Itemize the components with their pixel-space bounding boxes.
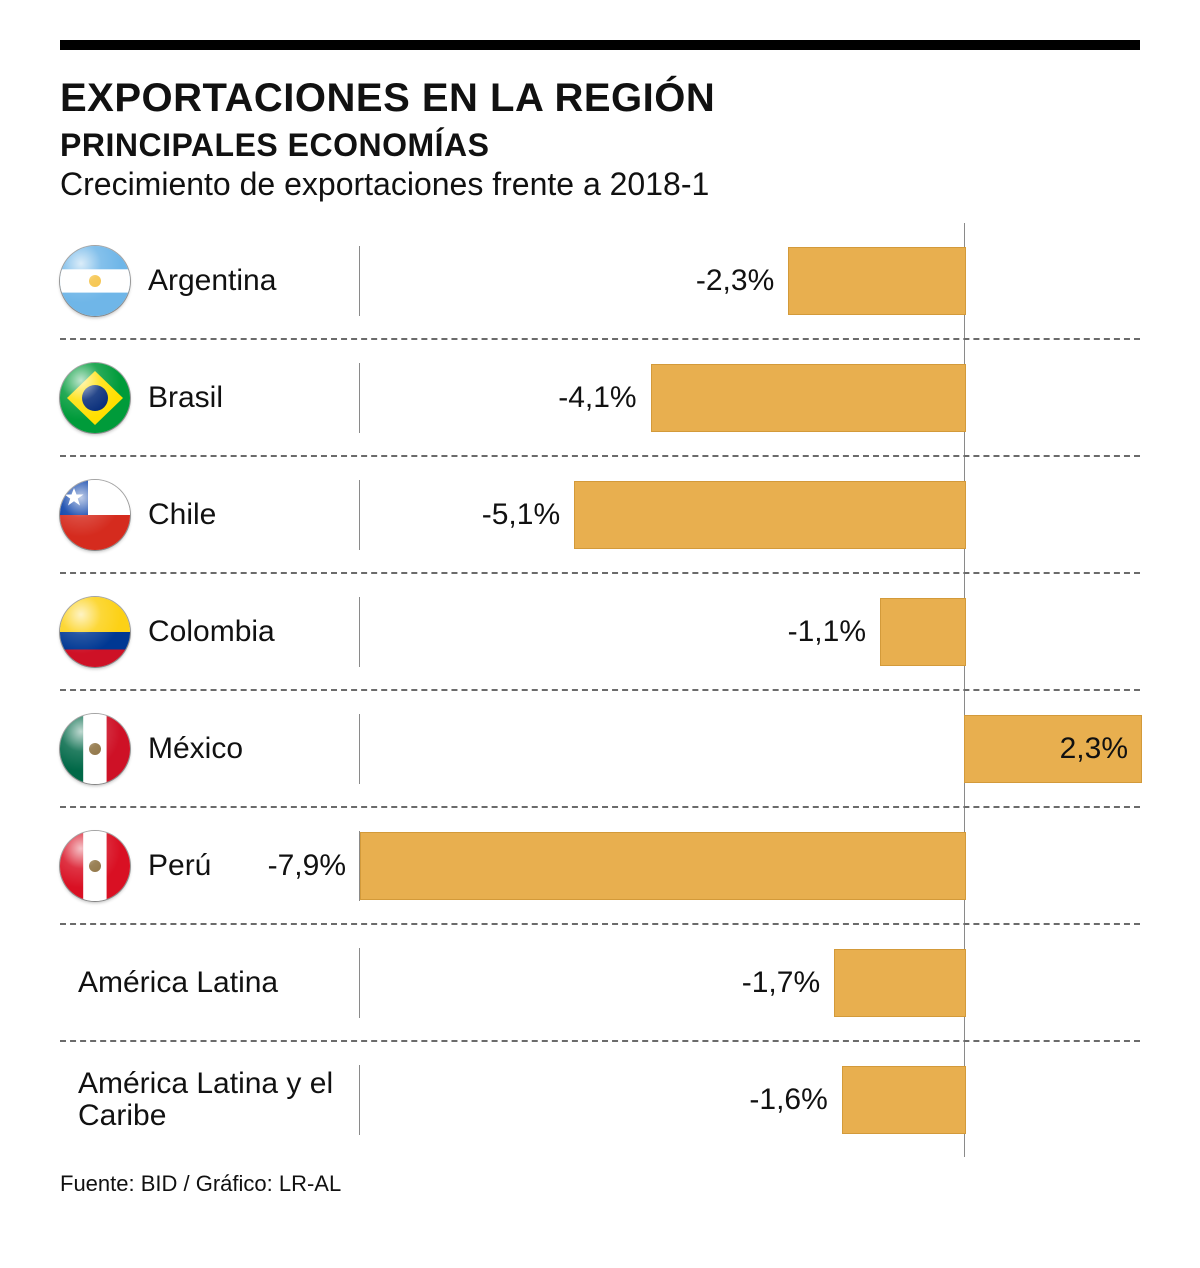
- row-name: Argentina: [148, 265, 276, 297]
- value-label: -5,1%: [482, 498, 560, 532]
- chart-row: Chile -5,1%: [60, 457, 1140, 574]
- chart-row: Brasil -4,1%: [60, 340, 1140, 457]
- row-bar-cell: -1,1%: [360, 574, 1140, 689]
- row-label-cell: México: [60, 714, 360, 784]
- flag-icon: [60, 831, 130, 901]
- row-name: América Latina: [78, 967, 278, 999]
- row-label-cell: Brasil: [60, 363, 360, 433]
- row-bar-cell: -7,9%: [360, 808, 1140, 923]
- bar: [842, 1066, 966, 1134]
- row-name: Brasil: [148, 382, 223, 414]
- bar: [788, 247, 966, 315]
- bar: [574, 481, 966, 549]
- chart-row: México 2,3%: [60, 691, 1140, 808]
- source-credit: Fuente: BID / Gráfico: LR-AL: [60, 1171, 1140, 1197]
- flag-icon: [60, 597, 130, 667]
- page-description: Crecimiento de exportaciones frente a 20…: [60, 166, 1140, 203]
- value-label: -1,6%: [749, 1083, 827, 1117]
- value-label: -1,1%: [788, 615, 866, 649]
- flag-icon: [60, 714, 130, 784]
- flag-icon: [60, 480, 130, 550]
- row-label-cell: América Latina y el Caribe: [60, 1065, 360, 1135]
- top-rule: [60, 40, 1140, 50]
- value-label: -7,9%: [268, 849, 346, 883]
- row-bar-cell: -5,1%: [360, 457, 1140, 572]
- bar: [360, 832, 966, 900]
- chart-row: Colombia -1,1%: [60, 574, 1140, 691]
- bar: [651, 364, 967, 432]
- row-label-cell: América Latina: [60, 948, 360, 1018]
- value-label: -2,3%: [696, 264, 774, 298]
- value-label: -4,1%: [558, 381, 636, 415]
- chart-row: Argentina -2,3%: [60, 223, 1140, 340]
- row-name: América Latina y el Caribe: [78, 1068, 360, 1131]
- row-bar-cell: 2,3%: [360, 691, 1140, 806]
- row-bar-cell: -2,3%: [360, 223, 1140, 338]
- row-name: México: [148, 733, 243, 765]
- row-label-cell: Colombia: [60, 597, 360, 667]
- chart-row: Perú -7,9%: [60, 808, 1140, 925]
- row-bar-cell: -4,1%: [360, 340, 1140, 455]
- row-bar-cell: -1,6%: [360, 1042, 1140, 1157]
- bar: [834, 949, 966, 1017]
- page-title: EXPORTACIONES EN LA REGIÓN: [60, 76, 1140, 121]
- chart-row: América Latina y el Caribe -1,6%: [60, 1042, 1140, 1157]
- chart-row: América Latina -1,7%: [60, 925, 1140, 1042]
- row-name: Chile: [148, 499, 216, 531]
- value-label: -1,7%: [742, 966, 820, 1000]
- row-label-cell: Argentina: [60, 246, 360, 316]
- row-bar-cell: -1,7%: [360, 925, 1140, 1040]
- row-name: Colombia: [148, 616, 275, 648]
- value-label: 2,3%: [1060, 732, 1140, 766]
- export-growth-chart: Argentina -2,3% Brasil -4,1% Chile -5,1% Colom…: [60, 223, 1140, 1157]
- row-name: Perú: [148, 850, 211, 882]
- flag-icon: [60, 363, 130, 433]
- bar: [880, 598, 966, 666]
- page-subtitle: PRINCIPALES ECONOMÍAS: [60, 127, 1140, 164]
- row-label-cell: Chile: [60, 480, 360, 550]
- flag-icon: [60, 246, 130, 316]
